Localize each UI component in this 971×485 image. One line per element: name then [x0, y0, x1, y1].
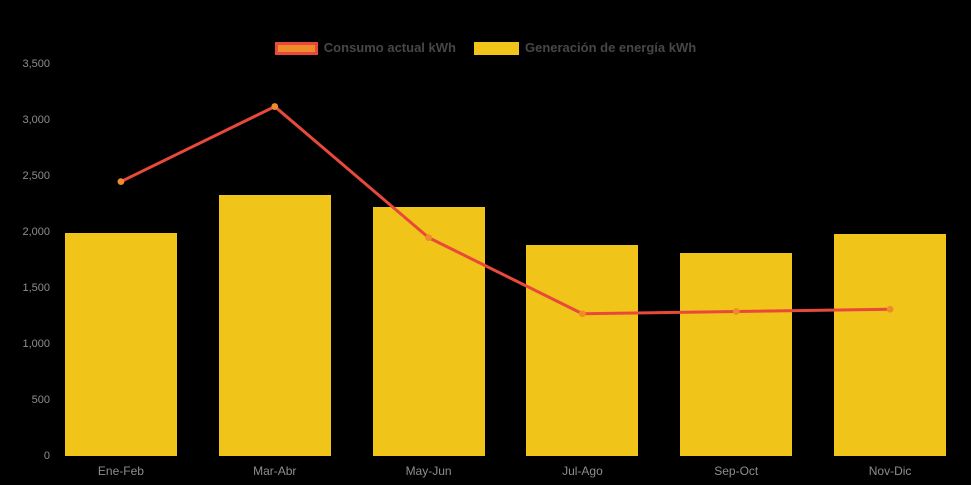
- consumo-legend-swatch: [274, 41, 318, 55]
- x-axis-tick-label: Mar-Abr: [253, 464, 297, 478]
- consumo-point-ene-feb[interactable]: [117, 178, 125, 186]
- generacion-legend-label: Generación de energía kWh: [524, 40, 697, 55]
- bar-nov-dic[interactable]: [834, 234, 947, 456]
- bar-jul-ago[interactable]: [526, 245, 639, 456]
- x-axis-tick-label: May-Jun: [405, 464, 452, 478]
- y-axis-tick-label: 2,500: [22, 170, 50, 182]
- consumo-point-nov-dic[interactable]: [886, 305, 894, 313]
- x-axis-tick-label: Jul-Ago: [562, 464, 603, 478]
- consumo-point-sep-oct[interactable]: [732, 308, 740, 315]
- y-axis-tick-label: 0: [43, 450, 50, 462]
- y-axis-tick-label: 3,000: [22, 114, 50, 126]
- bar-may-jun[interactable]: [372, 207, 485, 456]
- legend-item-generacion[interactable]: Generación de energía kWh: [473, 40, 697, 55]
- generacion-legend-swatch: [473, 41, 519, 55]
- bar-ene-feb[interactable]: [64, 233, 177, 456]
- legend: Consumo actual kWh Generación de energía…: [0, 41, 971, 55]
- consumo-legend-label: Consumo actual kWh: [323, 40, 456, 55]
- x-axis-tick-label: Ene-Feb: [97, 464, 144, 478]
- consumo-point-may-jun[interactable]: [425, 234, 432, 242]
- consumo-line: [119, 105, 892, 316]
- y-axis-tick-label: 3,500: [22, 58, 50, 70]
- legend-item-consumo[interactable]: Consumo actual kWh: [274, 40, 456, 55]
- consumo-point-jul-ago[interactable]: [579, 310, 586, 318]
- x-axis-tick-label: Nov-Dic: [868, 464, 912, 478]
- y-axis-tick-label: 2,000: [22, 226, 50, 238]
- consumo-point-mar-abr[interactable]: [271, 103, 279, 110]
- bar-mar-abr[interactable]: [218, 195, 331, 456]
- y-axis-tick-label: 1,000: [22, 338, 50, 350]
- bar-sep-oct[interactable]: [680, 253, 793, 456]
- y-axis-tick-label: 500: [31, 394, 50, 406]
- y-axis-tick-label: 1,500: [22, 282, 50, 294]
- x-axis-tick-label: Sep-Oct: [714, 464, 759, 478]
